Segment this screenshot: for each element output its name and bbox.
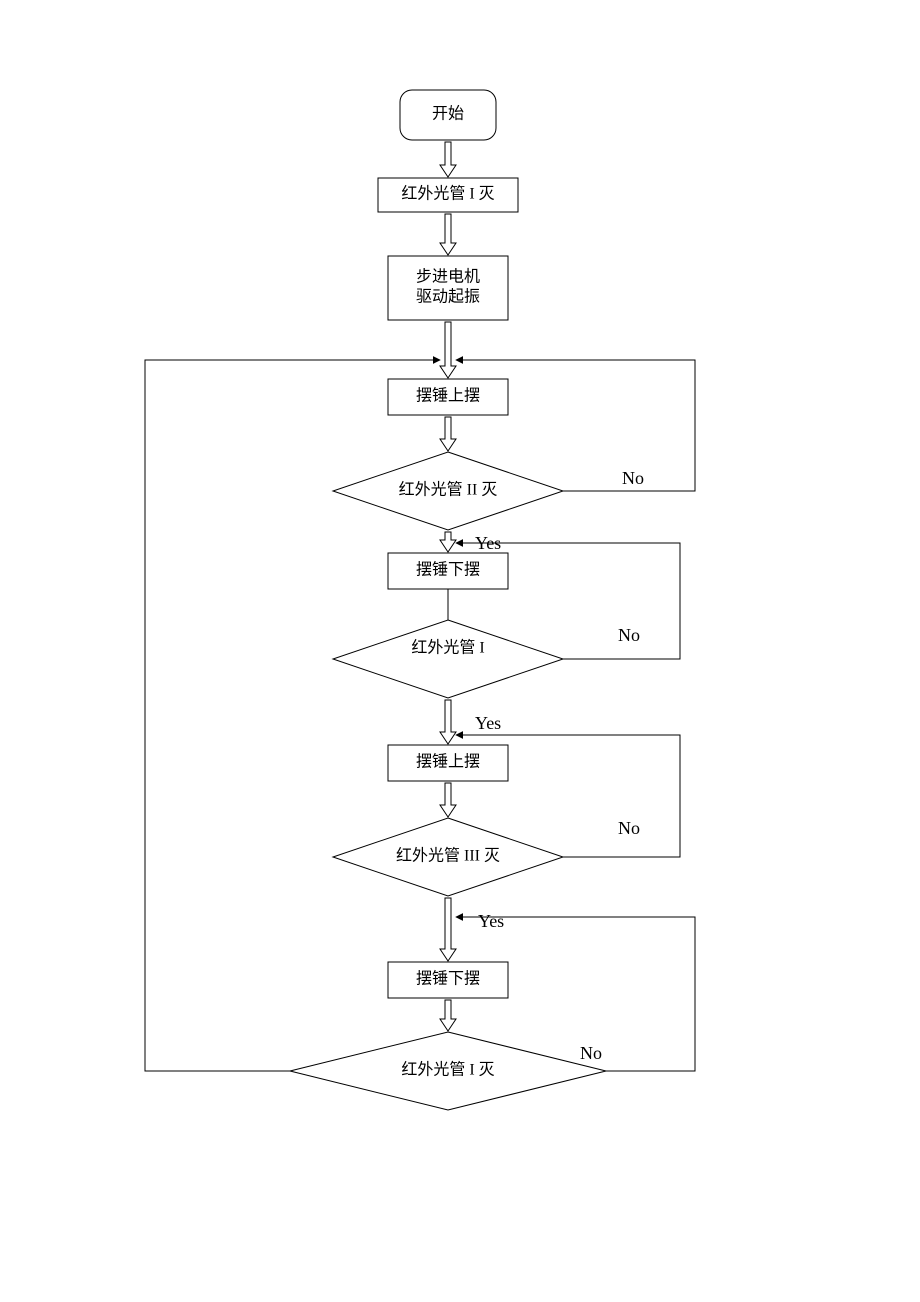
svg-text:摆锤下摆: 摆锤下摆 [416,561,480,579]
svg-text:No: No [580,1043,602,1063]
flowchart-canvas: 开始红外光管 I 灭步进电机驱动起振摆锤上摆红外光管 II 灭摆锤下摆红外光管 … [0,0,920,1302]
node-start: 开始 [400,90,496,140]
edge: Yes [440,700,501,744]
edge [440,417,456,451]
node-p4: 摆锤下摆 [388,553,508,589]
edge [440,783,456,817]
svg-text:红外光管 II 灭: 红外光管 II 灭 [399,481,498,499]
node-d4: 红外光管 I 灭 [290,1032,606,1110]
svg-text:摆锤上摆: 摆锤上摆 [416,387,480,405]
svg-text:Yes: Yes [478,911,504,931]
svg-text:红外光管 III 灭: 红外光管 III 灭 [396,847,500,865]
node-p6: 摆锤下摆 [388,962,508,998]
edge [440,322,456,378]
node-d2: 红外光管 I [333,620,563,698]
edge: Yes [440,898,504,961]
edge [440,214,456,255]
node-p1: 红外光管 I 灭 [378,178,518,212]
edge [440,142,456,177]
svg-text:红外光管 I 灭: 红外光管 I 灭 [401,185,494,203]
node-p5: 摆锤上摆 [388,745,508,781]
edge [440,1000,456,1031]
svg-text:摆锤下摆: 摆锤下摆 [416,970,480,988]
svg-text:驱动起振: 驱动起振 [416,288,480,306]
svg-text:摆锤上摆: 摆锤上摆 [416,753,480,771]
svg-text:No: No [622,468,644,488]
svg-text:No: No [618,625,640,645]
svg-text:红外光管 I 灭: 红外光管 I 灭 [401,1061,494,1079]
svg-text:Yes: Yes [475,713,501,733]
svg-text:No: No [618,818,640,838]
svg-text:开始: 开始 [432,105,464,123]
svg-text:红外光管 I: 红外光管 I [411,639,484,657]
node-p3: 摆锤上摆 [388,379,508,415]
node-d1: 红外光管 II 灭 [333,452,563,530]
node-d3: 红外光管 III 灭 [333,818,563,896]
node-p2: 步进电机驱动起振 [388,256,508,320]
svg-text:步进电机: 步进电机 [416,268,480,286]
